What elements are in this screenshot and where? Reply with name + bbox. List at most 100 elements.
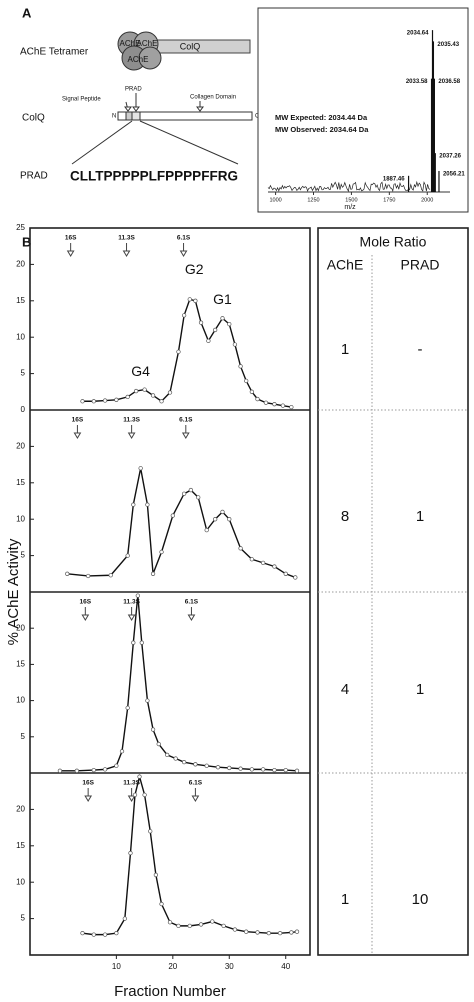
- data-point: [65, 571, 70, 576]
- sedimentation-arrowhead: [127, 432, 136, 439]
- data-point: [74, 768, 80, 773]
- y-tick-label: 20: [16, 623, 25, 632]
- data-point: [132, 792, 138, 797]
- data-point: [108, 573, 113, 578]
- data-point: [260, 560, 266, 566]
- peak-label: 2033.58: [406, 79, 428, 85]
- x-tick-label: 1250: [307, 197, 319, 203]
- data-point: [232, 927, 238, 932]
- sedimentation-arrowhead: [179, 250, 188, 257]
- table-cell: 4: [341, 681, 349, 698]
- y-tick-label: 20: [16, 442, 25, 451]
- data-point: [215, 765, 221, 770]
- data-point: [167, 920, 173, 925]
- sedimentation-label: 16S: [80, 599, 92, 606]
- data-point: [227, 321, 232, 327]
- subunit-label: AChE: [120, 39, 141, 48]
- data-point: [170, 513, 175, 518]
- data-point: [153, 872, 159, 878]
- sedimentation-label: 6.1S: [177, 235, 191, 242]
- data-point: [80, 399, 85, 404]
- panel-label: B: [22, 234, 31, 249]
- data-point: [128, 850, 133, 856]
- data-point: [125, 394, 130, 400]
- data-line: [82, 298, 292, 408]
- data-point: [293, 575, 298, 580]
- data-point: [289, 404, 294, 410]
- table-cell: 8: [341, 508, 349, 525]
- subunit-label: AChE: [137, 39, 158, 48]
- data-point: [221, 923, 226, 929]
- peak-label: 2037.26: [439, 154, 461, 160]
- data-point: [102, 767, 108, 772]
- x-tick-label: 30: [225, 962, 234, 971]
- sedimentation-arrowhead: [181, 432, 190, 439]
- y-tick-label: 5: [21, 732, 26, 741]
- y-tick-label: 25: [16, 223, 25, 232]
- domain-label: Collagen Domain: [190, 95, 236, 101]
- data-point: [173, 756, 178, 761]
- data-point: [142, 387, 147, 392]
- data-point: [131, 640, 136, 645]
- table-cell: 1: [416, 681, 424, 698]
- data-point: [91, 399, 96, 404]
- data-point: [85, 573, 91, 579]
- data-point: [255, 396, 260, 402]
- data-point: [148, 829, 153, 834]
- data-line: [67, 468, 296, 579]
- data-point: [283, 571, 288, 576]
- data-point: [181, 313, 187, 318]
- data-point: [125, 553, 130, 558]
- spectrum-frame: [257, 7, 469, 213]
- data-point: [198, 922, 204, 927]
- data-point: [213, 327, 218, 333]
- y-tick-label: 20: [16, 805, 25, 814]
- data-point: [238, 766, 243, 771]
- data-point: [249, 557, 255, 562]
- data-point: [133, 388, 139, 394]
- data-point: [249, 767, 255, 772]
- domain-arrows: [71, 93, 239, 165]
- data-point: [198, 320, 204, 325]
- data-point: [138, 466, 143, 471]
- data-point: [176, 923, 181, 929]
- peak-label: 1887.46: [383, 176, 405, 182]
- x-axis-label: Fraction Number: [114, 983, 226, 1000]
- domain-label: Signal Peptide: [62, 97, 101, 103]
- sedimentation-arrowhead: [81, 614, 90, 621]
- panel-dividers: [30, 409, 310, 774]
- prad-domain: [131, 111, 141, 121]
- data-point: [145, 698, 150, 703]
- sedimentation-label: 11.3S: [123, 417, 140, 424]
- table-cell: 1: [341, 891, 349, 908]
- y-tick-label: 5: [21, 914, 26, 923]
- data-point: [187, 923, 192, 929]
- data-point: [139, 640, 144, 645]
- sedimentation-arrowhead: [84, 795, 93, 802]
- data-point: [142, 792, 147, 797]
- peak-label: 2035.43: [437, 42, 459, 48]
- data-point: [232, 342, 238, 347]
- table-cell: 10: [412, 891, 429, 908]
- data-point: [263, 400, 269, 405]
- data-point: [187, 297, 192, 302]
- data-point: [159, 901, 164, 907]
- sedimentation-label: 16S: [72, 417, 84, 424]
- data-point: [193, 762, 198, 767]
- data-point: [294, 768, 300, 773]
- y-tick-label: 15: [16, 660, 25, 669]
- data-point: [244, 929, 249, 934]
- data-point: [210, 919, 215, 924]
- prad-label: PRAD: [20, 171, 48, 182]
- data-point: [196, 495, 201, 500]
- data-point: [165, 752, 170, 758]
- peak-label: 2034.64: [407, 31, 429, 37]
- annotation: MW Expected: 2034.44 Da: [275, 113, 368, 122]
- data-point: [137, 774, 142, 779]
- y-tick-label: 10: [16, 514, 25, 523]
- data-point: [272, 564, 277, 569]
- data-line: [82, 773, 298, 936]
- data-point: [260, 767, 266, 772]
- y-tick-label: 15: [16, 296, 25, 305]
